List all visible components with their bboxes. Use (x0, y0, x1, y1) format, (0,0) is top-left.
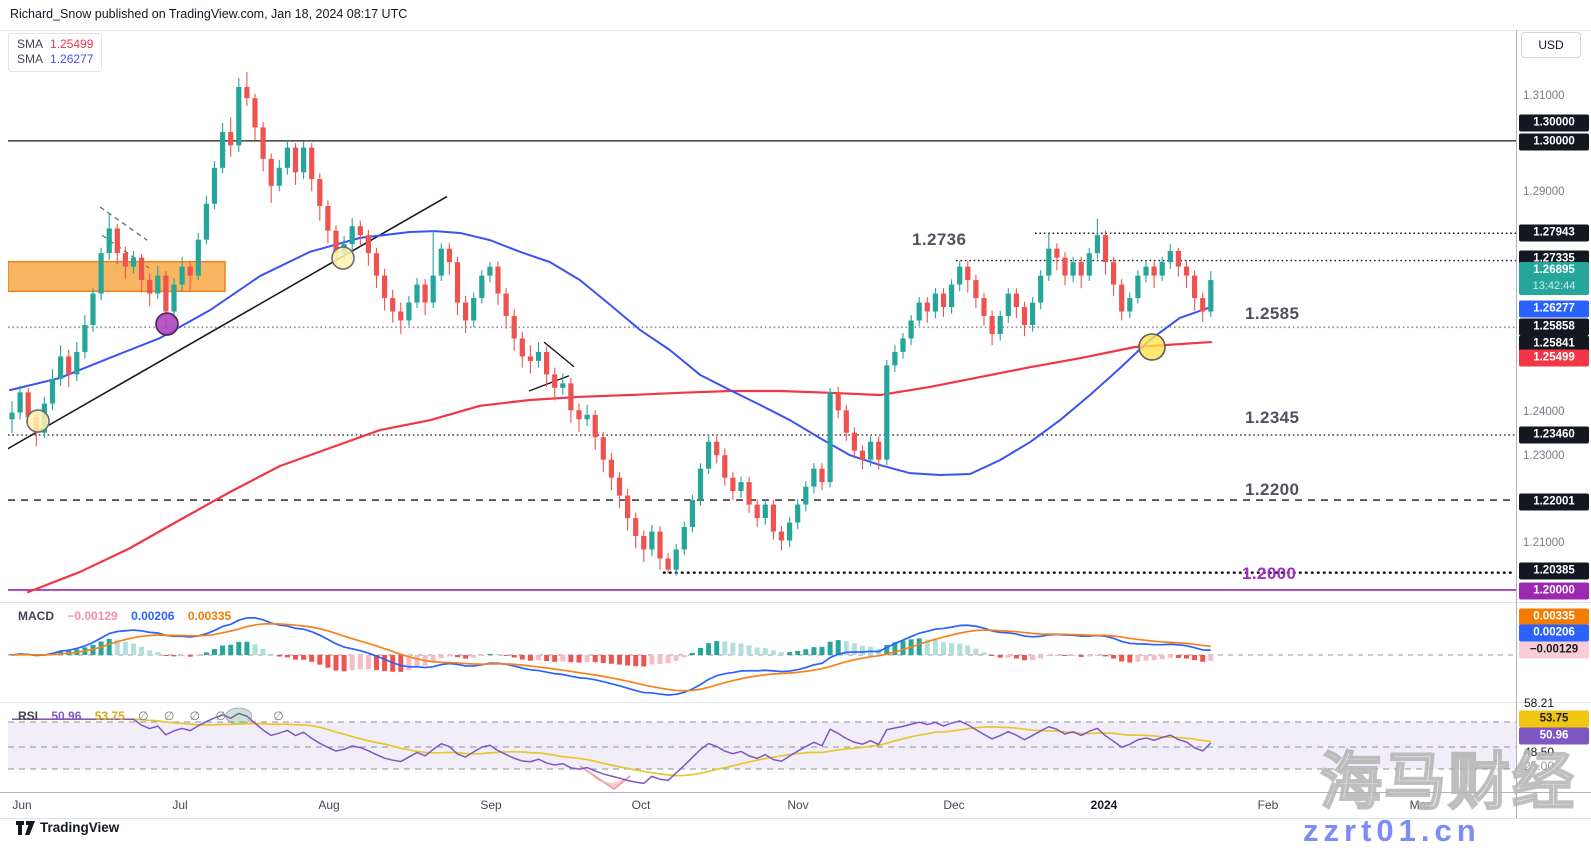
indicator-value-label: 48.50 (1524, 745, 1555, 759)
price-scale-tick: 1.21000 (1523, 537, 1565, 549)
sma-value: 1.25499 (50, 37, 94, 51)
time-axis-bottom-border (0, 818, 1591, 819)
macd-histogram-value: −0.00129 (67, 609, 118, 623)
site-watermark-url: zzrt01.cn (1303, 813, 1481, 848)
sma-legend-row-slow[interactable]: SMA 1.26277 (17, 52, 93, 67)
tradingview-logo-text: TradingView (40, 820, 120, 835)
tradingview-logo-icon (16, 820, 35, 835)
time-axis-label: Dec (943, 798, 965, 812)
rsi-legend-title: RSI (18, 709, 39, 723)
price-scale-plaque: 1.25841 (1519, 335, 1589, 353)
bar-countdown: 13:42:44 (1532, 280, 1576, 292)
price-scale-plaque: 1.20385 (1519, 562, 1589, 580)
price-scale-tick: 1.23000 (1523, 450, 1565, 462)
time-axis-label: Jun (12, 798, 32, 812)
price-scale-border (1516, 30, 1517, 818)
price-scale-plaque: 1.30000 (1519, 114, 1589, 132)
indicator-value-plaque: −0.00129 (1519, 641, 1589, 659)
indicator-value-label: 58.21 (1524, 696, 1555, 710)
price-scale-plaque: 1.23460 (1519, 426, 1589, 444)
price-annotation: 1.2000 (1242, 564, 1297, 583)
macd-signal-value: 0.00335 (187, 609, 232, 623)
macd-legend[interactable]: MACD −0.00129 0.00206 0.00335 (18, 609, 241, 623)
time-axis-label: Jul (172, 798, 188, 812)
rsi-value: 50.96 (51, 709, 82, 723)
price-annotation: 1.2585 (1245, 304, 1300, 323)
sma-label: SMA (17, 52, 44, 66)
site-watermark-cjk: 海马财经 (1319, 747, 1577, 818)
currency-toggle-button[interactable]: USD (1521, 32, 1581, 58)
price-scale-plaque: 1.30000 (1519, 133, 1589, 151)
candles (9, 72, 1214, 576)
divergence-empty-icon: ∅ (273, 709, 284, 723)
rsi-panel-separator (0, 702, 1591, 703)
tradingview-logo[interactable]: TradingView (16, 820, 119, 835)
rsi-ma-value: 53.75 (94, 709, 125, 723)
sma-label: SMA (17, 37, 44, 51)
time-axis-label: Oct (631, 798, 651, 812)
indicator-value-plaque: 53.75 (1519, 710, 1589, 728)
price-annotation: 1.2200 (1245, 480, 1300, 499)
price-scale-tick: 1.24000 (1523, 406, 1565, 418)
divergence-empty-icons: ∅ ∅ ∅ ∅ (138, 709, 232, 723)
time-axis-label: 2024 (1090, 798, 1118, 812)
symbol-last-price: 1.26895 (1533, 264, 1575, 276)
indicator-value-plaque: 50.96 (1519, 727, 1589, 745)
sma-legend[interactable]: SMA 1.25499 SMA 1.26277 (8, 33, 103, 72)
time-axis-separator (0, 792, 1591, 793)
macd-panel-separator (0, 602, 1591, 603)
indicator-value-plaque: 0.00335 (1519, 608, 1589, 626)
ma-value-plaque: 1.25499 (1519, 349, 1589, 367)
time-axis-label: Feb (1257, 798, 1279, 812)
time-axis-label: Sep (480, 798, 502, 812)
macd-line-value: 0.00206 (131, 609, 175, 623)
price-annotation: 1.2345 (1245, 408, 1300, 427)
macd-legend-title: MACD (18, 609, 54, 623)
price-scale-tick: 1.31000 (1523, 90, 1565, 102)
header-separator (0, 30, 1591, 31)
time-axis-label: Nov (787, 798, 809, 812)
price-scale-plaque: 1.22001 (1519, 493, 1589, 511)
time-axis-label: Aug (318, 798, 340, 812)
indicator-value-label: 25.00 (1524, 759, 1555, 773)
symbol-price-plaque: 1.26895 13:42:44 (1519, 262, 1589, 295)
rsi-legend[interactable]: RSI 50.96 53.75 ∅ ∅ ∅ ∅ ∅ (18, 709, 294, 723)
time-axis-label: Mar (1409, 798, 1431, 812)
ma-value-plaque: 1.26277 (1519, 300, 1589, 318)
price-scale-plaque: 1.27943 (1519, 224, 1589, 242)
sma-value: 1.26277 (50, 52, 94, 66)
price-annotation: 1.2736 (912, 230, 967, 249)
sma-legend-row-fast[interactable]: SMA 1.25499 (17, 37, 93, 52)
indicator-value-plaque: 0.00206 (1519, 624, 1589, 642)
price-scale-plaque: 1.20000 (1519, 582, 1589, 600)
price-scale-tick: 1.29000 (1523, 186, 1565, 198)
publish-info: Richard_Snow published on TradingView.co… (10, 7, 408, 21)
price-scale-plaque: 1.25858 (1519, 318, 1589, 336)
